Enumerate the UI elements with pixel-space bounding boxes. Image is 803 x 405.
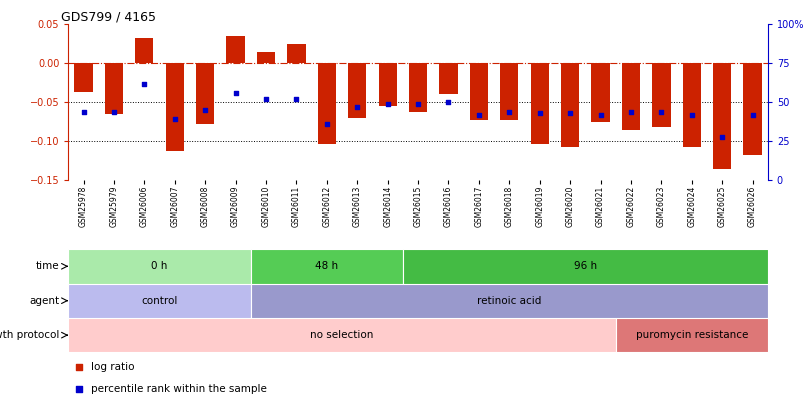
Bar [615,318,767,352]
Text: 0 h: 0 h [151,261,168,271]
Point [72,386,85,392]
Bar [196,63,214,124]
Bar [438,63,457,94]
Point [320,121,333,127]
Point [381,100,393,107]
Point [411,100,424,107]
Bar [560,63,578,147]
Bar [104,63,123,114]
Point [229,90,242,96]
Point [198,107,211,113]
Point [168,116,181,123]
Text: retinoic acid: retinoic acid [476,296,541,306]
Text: log ratio: log ratio [91,362,134,372]
Point [684,111,697,118]
Point [472,111,485,118]
Text: 96 h: 96 h [573,261,596,271]
Point [72,364,85,370]
Point [654,109,667,115]
Point [108,109,120,115]
Text: agent: agent [29,296,59,306]
Bar [226,36,244,63]
Bar [591,63,609,122]
Point [624,109,637,115]
Text: GDS799 / 4165: GDS799 / 4165 [61,10,156,23]
Bar [469,63,487,120]
Bar [651,63,670,127]
Bar [68,249,251,284]
Bar [257,52,275,63]
Point [593,111,606,118]
Point [745,111,758,118]
Bar [409,63,426,112]
Bar [75,63,92,92]
Point [715,133,728,140]
Point [350,104,363,110]
Bar [499,63,518,120]
Bar [378,63,397,106]
Point [259,96,272,102]
Text: percentile rank within the sample: percentile rank within the sample [91,384,267,394]
Bar [621,63,639,130]
Bar [348,63,366,118]
Text: no selection: no selection [310,330,373,340]
Bar [251,284,767,318]
Bar [682,63,700,147]
Text: 48 h: 48 h [315,261,338,271]
Point [442,99,454,105]
Bar [68,318,615,352]
Point [563,110,576,116]
Bar [287,44,305,63]
Bar [317,63,336,144]
Bar [251,249,402,284]
Text: puromycin resistance: puromycin resistance [635,330,747,340]
Bar [743,63,760,155]
Point [138,80,151,87]
Bar [712,63,731,168]
Text: control: control [141,296,177,306]
Bar [68,284,251,318]
Point [290,96,303,102]
Bar [530,63,548,144]
Bar [135,38,153,63]
Point [77,109,90,115]
Point [532,110,545,116]
Text: growth protocol: growth protocol [0,330,59,340]
Bar [402,249,767,284]
Text: time: time [35,261,59,271]
Bar [165,63,184,151]
Point [502,109,515,115]
